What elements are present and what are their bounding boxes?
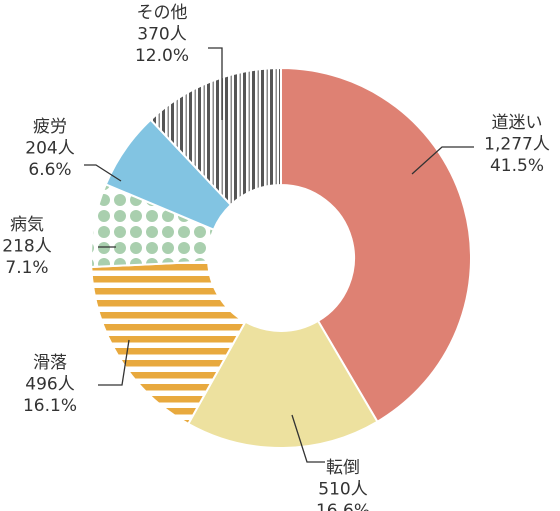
- label-percent: 16.1%: [23, 396, 77, 416]
- label-count: 510人: [318, 480, 367, 500]
- label-count: 370人: [137, 25, 186, 45]
- label-name: 疲労: [33, 117, 67, 137]
- leader-line-sonota: [208, 47, 223, 120]
- label-name: 滑落: [33, 353, 67, 373]
- label-byouki: 病気 218人 7.1%: [2, 215, 51, 278]
- label-percent: 41.5%: [490, 156, 544, 176]
- slice-sonota: [149, 66, 282, 207]
- leader-line-michimayoi: [411, 146, 474, 175]
- leader-line-hirou: [84, 164, 122, 182]
- label-katsuraku: 滑落 496人 16.1%: [23, 353, 77, 416]
- slice-michimayoi: [280, 66, 472, 424]
- slice-labels: 道迷い 1,277人 41.5% 転倒 510人 16.6% 滑落 496人 16.1% 病気 21…: [2, 3, 550, 511]
- slices-group: [90, 66, 472, 449]
- leader-line-katsuraku: [98, 339, 130, 386]
- label-percent: 12.0%: [135, 46, 189, 66]
- label-percent: 7.1%: [5, 258, 48, 278]
- label-name: 転倒: [326, 458, 360, 478]
- label-count: 218人: [2, 237, 51, 257]
- label-hirou: 疲労 204人 6.6%: [25, 117, 74, 180]
- leader-line-tentou: [291, 414, 325, 463]
- label-sonota: その他 370人 12.0%: [135, 3, 189, 66]
- label-count: 496人: [25, 375, 74, 395]
- label-percent: 16.6%: [316, 501, 370, 511]
- label-name: 道迷い: [492, 113, 543, 133]
- label-percent: 6.6%: [28, 160, 71, 180]
- label-name: 病気: [10, 215, 44, 235]
- label-tentou: 転倒 510人 16.6%: [316, 458, 370, 511]
- label-count: 204人: [25, 139, 74, 159]
- slice-katsuraku: [90, 260, 247, 426]
- label-name: その他: [137, 3, 188, 23]
- label-michimayoi: 道迷い 1,277人 41.5%: [484, 113, 550, 176]
- leader-lines: [84, 47, 474, 463]
- label-count: 1,277人: [484, 135, 550, 155]
- slice-tentou: [186, 319, 379, 449]
